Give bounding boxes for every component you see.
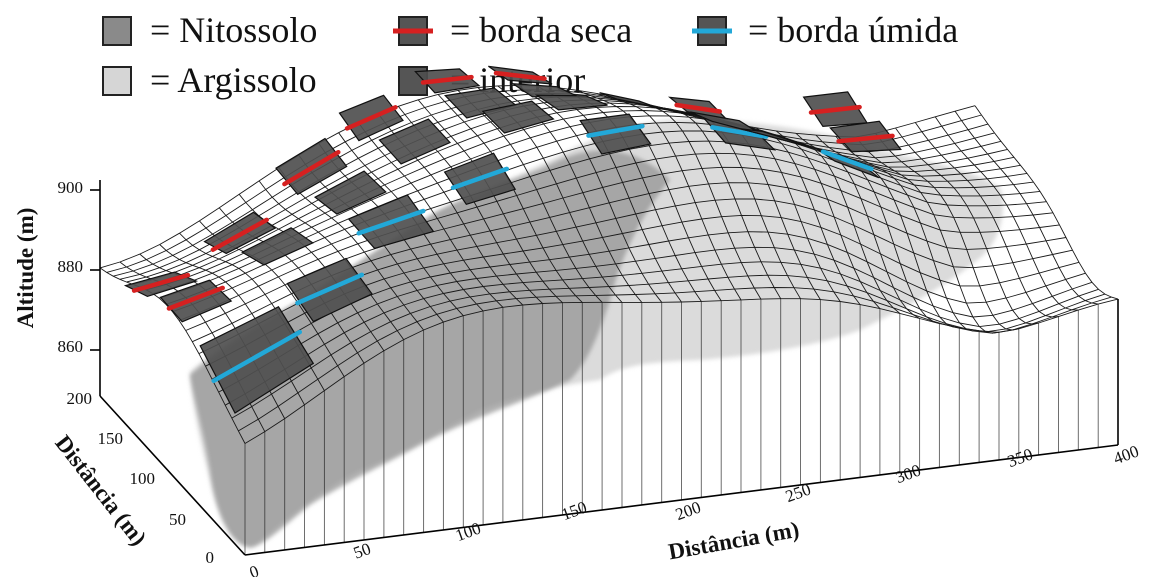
borda-seca-line xyxy=(836,133,895,144)
nitossolo-region xyxy=(190,150,670,548)
borda-seca-line xyxy=(420,74,474,85)
depth-tick: 50 xyxy=(169,510,186,529)
length-tick: 200 xyxy=(673,498,703,525)
length-axis-title: Distância (m) xyxy=(666,517,801,565)
mesh-line xyxy=(815,134,960,329)
front-axis-line xyxy=(244,444,1119,556)
legend-item-borda-umida: = borda úmida xyxy=(692,10,958,50)
plot-quadrilateral xyxy=(199,306,315,414)
mesh-line xyxy=(954,110,1099,305)
length-tick: 350 xyxy=(1005,445,1035,472)
legend-label-borda-umida: = borda úmida xyxy=(748,10,958,50)
altitude-axis-title: Altitude (m) xyxy=(13,208,38,329)
plot-quadrilateral xyxy=(313,170,387,215)
borda-seca-line xyxy=(282,149,341,187)
legend-item-borda-seca: = borda seca xyxy=(393,10,632,50)
altitude-tick: 860 xyxy=(58,337,84,356)
soil-regions xyxy=(190,118,1003,548)
legend: = Nitossolo = borda seca = borda úmida =… xyxy=(102,10,958,100)
borda-seca-line xyxy=(131,272,191,293)
legend-swatch-argissolo xyxy=(102,66,132,96)
borda-umida-line xyxy=(450,166,510,191)
legend-label-argissolo: = Argissolo xyxy=(150,60,317,100)
depth-tick: 150 xyxy=(98,429,124,448)
axis-lines xyxy=(90,180,1119,556)
mesh-line xyxy=(974,105,1119,300)
borda-seca-line xyxy=(344,105,398,131)
depth-axis-line xyxy=(99,395,246,556)
borda-seca-line xyxy=(166,285,225,311)
plot-quadrilateral xyxy=(579,113,652,155)
legend-item-argissolo: = Argissolo xyxy=(102,60,317,100)
legend-item-nitossolo: = Nitossolo xyxy=(102,10,317,50)
legend-swatch-nitossolo xyxy=(102,16,132,46)
depth-tick: 200 xyxy=(67,389,93,408)
mesh-line xyxy=(577,89,722,301)
borda-umida-line xyxy=(820,149,874,172)
plot-quadrilateral xyxy=(534,94,608,111)
borda-umida-line xyxy=(356,208,426,236)
mesh-line xyxy=(895,127,1039,325)
mesh-line xyxy=(258,180,405,340)
depth-distance-axis: 200 150 100 50 0 Distância (m) xyxy=(50,389,214,567)
mesh-line xyxy=(597,93,742,301)
legend-label-nitossolo: = Nitossolo xyxy=(150,10,317,50)
mesh-line xyxy=(835,136,980,332)
length-tick: 150 xyxy=(559,498,589,525)
mesh-line xyxy=(875,133,1019,331)
borda-seca-line xyxy=(493,70,547,81)
borda-umida-line xyxy=(211,329,303,384)
altitude-axis: 900 880 860 Altitude (m) xyxy=(13,178,83,356)
mesh-line xyxy=(278,167,424,331)
mesh-line xyxy=(855,136,1000,334)
length-tick: 50 xyxy=(351,539,373,563)
borda-umida-line xyxy=(295,272,365,306)
borda-umida-line xyxy=(586,123,645,138)
depth-tick: 0 xyxy=(206,548,215,567)
plot-quadrilateral xyxy=(240,227,315,266)
borda-seca-line xyxy=(210,217,269,252)
length-tick: 100 xyxy=(453,519,483,546)
legend-label-borda-seca: = borda seca xyxy=(450,10,632,50)
depth-axis-title: Distância (m) xyxy=(50,431,151,551)
borda-seca-line xyxy=(674,102,722,114)
length-tick: 300 xyxy=(893,461,923,488)
plot-quadrilateral xyxy=(740,128,812,148)
altitude-tick: 880 xyxy=(58,257,84,276)
mesh-line xyxy=(358,122,504,308)
mesh-line xyxy=(914,122,1059,318)
borda-seca-line xyxy=(808,104,862,115)
altitude-tick: 900 xyxy=(58,178,84,197)
plot-quadrilateral xyxy=(378,118,452,165)
length-tick: 0 xyxy=(247,561,261,577)
borda-umida-line xyxy=(710,125,769,139)
depth-tick: 100 xyxy=(130,469,156,488)
mesh-line xyxy=(934,116,1079,311)
plot-markers xyxy=(123,65,902,414)
plot-quadrilateral xyxy=(481,100,555,134)
mesh-line xyxy=(517,85,663,303)
